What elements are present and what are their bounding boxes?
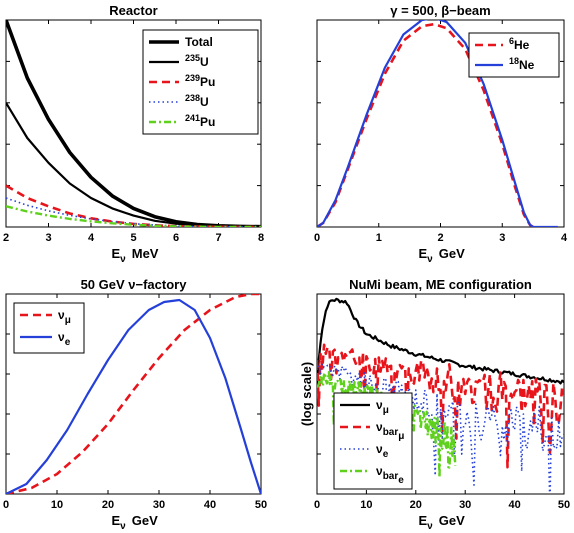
x-tick-label: 8 [258, 232, 264, 244]
legend-box [468, 32, 560, 78]
x-tick-label: 4 [88, 232, 95, 244]
chart-title: γ = 500, β−beam [390, 3, 490, 18]
panel-4: NuMi beam, ME configuration 0 10 20 30 40 50 Eν… [299, 277, 570, 532]
legend-box [13, 302, 85, 354]
x-axis-label: Eν GeV [419, 246, 466, 265]
x-tick-label: 1 [376, 232, 382, 244]
series-line-5 [6, 205, 261, 227]
legend-label: νbarμ [376, 420, 404, 442]
legend-label: Total [185, 35, 213, 49]
legend-label: 235U [185, 53, 209, 69]
legend-label: νμ [376, 398, 389, 416]
legend-label: νμ [58, 308, 71, 326]
x-tick-label: 50 [558, 499, 570, 511]
x-tick-label: 40 [508, 499, 520, 511]
series-line-2 [317, 20, 558, 227]
x-tick-label: 10 [51, 499, 63, 511]
legend-label: νe [376, 442, 389, 460]
x-tick-label: 7 [215, 232, 221, 244]
legend-label: 241Pu [185, 113, 215, 129]
x-axis-label: Eν MeV [112, 246, 159, 265]
legend-label: νe [58, 330, 71, 348]
x-tick-label: 0 [314, 499, 320, 511]
series-line-2 [6, 298, 261, 494]
x-tick-label: 5 [130, 232, 136, 244]
legend-label: 18Ne [509, 56, 535, 72]
panel-1: Reactor 2 3 4 5 6 7 8 Eν MeV Total 235U 239Pu 238U 241… [3, 3, 264, 265]
series-line-3 [317, 362, 564, 494]
chart-title: 50 GeV ν−factory [81, 277, 188, 292]
legend-label: 6He [509, 36, 530, 52]
legend: Total 235U 239Pu 238U 241Pu [142, 29, 259, 135]
x-tick-label: 50 [255, 499, 267, 511]
series-line-1 [6, 294, 261, 494]
legend: 6He 18Ne [468, 32, 560, 78]
panel-3: 50 GeV ν−factory 0 10 20 30 40 50 Eν GeV νμ νe [3, 277, 267, 532]
x-tick-label: 20 [410, 499, 422, 511]
x-tick-label: 10 [360, 499, 372, 511]
series-line-2 [317, 343, 564, 469]
legend-box [333, 392, 413, 490]
panel-2: γ = 500, β−beam 0 1 2 3 4 Eν GeV 6He 18Ne [314, 3, 568, 265]
x-tick-label: 6 [173, 232, 179, 244]
x-axis-label: Eν GeV [112, 513, 159, 532]
series-line-3 [6, 184, 261, 227]
x-tick-label: 3 [45, 232, 51, 244]
x-tick-label: 0 [314, 232, 320, 244]
legend: νμ νe [13, 302, 85, 354]
x-tick-label: 2 [3, 232, 9, 244]
x-tick-label: 0 [3, 499, 9, 511]
x-tick-label: 20 [102, 499, 114, 511]
x-tick-label: 4 [561, 232, 568, 244]
x-tick-label: 30 [459, 499, 471, 511]
legend-label: 239Pu [185, 73, 215, 89]
x-tick-label: 40 [204, 499, 216, 511]
chart-title: Reactor [109, 3, 157, 18]
legend-label: 238U [185, 93, 209, 109]
x-axis-label: Eν GeV [419, 513, 466, 532]
chart-title: NuMi beam, ME configuration [349, 277, 532, 292]
x-tick-label: 30 [153, 499, 165, 511]
y-axis-label: (log scale) [299, 362, 314, 426]
x-tick-label: 2 [437, 232, 443, 244]
series-line-1 [317, 297, 564, 385]
x-tick-label: 3 [499, 232, 505, 244]
legend-label: νbare [376, 464, 404, 486]
